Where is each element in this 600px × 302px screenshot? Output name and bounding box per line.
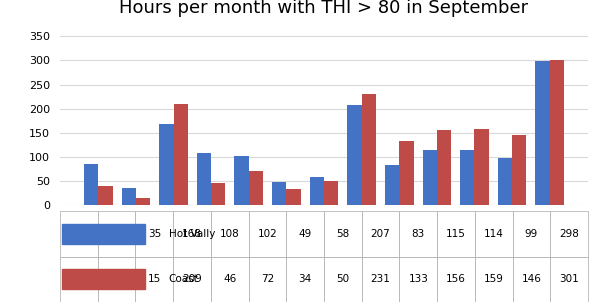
Bar: [460, 150, 475, 205]
Bar: [84, 164, 98, 205]
Bar: [235, 156, 249, 205]
Bar: [475, 129, 489, 205]
Bar: [159, 124, 173, 205]
Bar: [498, 158, 512, 205]
Bar: [437, 130, 451, 205]
Bar: [272, 182, 286, 205]
FancyBboxPatch shape: [62, 223, 145, 244]
Bar: [211, 183, 226, 205]
Bar: [399, 141, 413, 205]
Bar: [122, 188, 136, 205]
Bar: [422, 150, 437, 205]
Title: Hours per month with THI > 80 in September: Hours per month with THI > 80 in Septemb…: [119, 0, 529, 17]
Bar: [347, 105, 362, 205]
Bar: [535, 61, 550, 205]
Bar: [98, 185, 113, 205]
Bar: [512, 135, 526, 205]
Bar: [197, 153, 211, 205]
Bar: [249, 171, 263, 205]
Bar: [362, 94, 376, 205]
Bar: [324, 181, 338, 205]
Bar: [385, 165, 399, 205]
Text: Coast: Coast: [169, 274, 199, 284]
Bar: [550, 60, 564, 205]
Bar: [286, 189, 301, 205]
Text: Hot Vally: Hot Vally: [169, 229, 215, 239]
FancyBboxPatch shape: [62, 269, 145, 289]
Bar: [136, 198, 150, 205]
Bar: [173, 104, 188, 205]
Bar: [310, 177, 324, 205]
